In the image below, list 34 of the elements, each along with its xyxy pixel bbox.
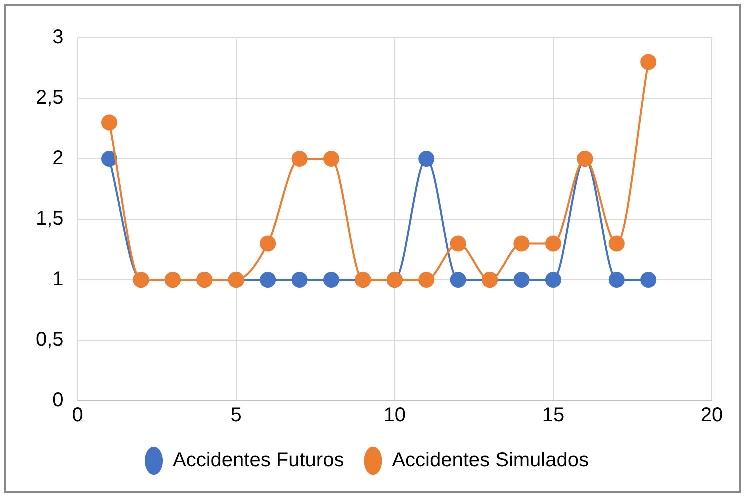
point — [323, 151, 340, 167]
point — [545, 236, 562, 252]
y-tick-label: 2 — [52, 148, 64, 170]
y-tick-label: 0 — [52, 390, 64, 412]
point — [608, 272, 625, 288]
point — [640, 272, 657, 288]
legend-label: Accidentes Futuros — [173, 450, 344, 472]
x-tick-label: 20 — [700, 404, 724, 427]
point — [418, 272, 435, 288]
point — [608, 236, 625, 252]
point — [102, 151, 118, 167]
y-tick-label: 1 — [52, 268, 64, 291]
point — [418, 151, 435, 167]
legend-label: Accidentes Simulados — [392, 450, 589, 472]
point — [292, 151, 308, 167]
y-tick-label: 1,5 — [36, 208, 64, 230]
point — [260, 236, 276, 252]
x-tick-label: 15 — [542, 404, 565, 427]
point — [640, 54, 657, 70]
point — [514, 272, 530, 288]
point — [450, 272, 466, 288]
point — [323, 272, 340, 288]
y-tick-label: 2,5 — [36, 87, 64, 110]
point — [292, 272, 308, 288]
point — [102, 114, 118, 131]
point — [545, 272, 562, 288]
y-tick-label: 0,5 — [36, 329, 64, 352]
y-tick-label: 3 — [52, 26, 64, 49]
x-tick-label: 0 — [72, 404, 84, 427]
point — [450, 236, 466, 252]
x-tick-label: 5 — [230, 404, 242, 427]
point — [514, 236, 530, 252]
point — [260, 272, 276, 288]
x-tick-label: 10 — [384, 404, 406, 427]
